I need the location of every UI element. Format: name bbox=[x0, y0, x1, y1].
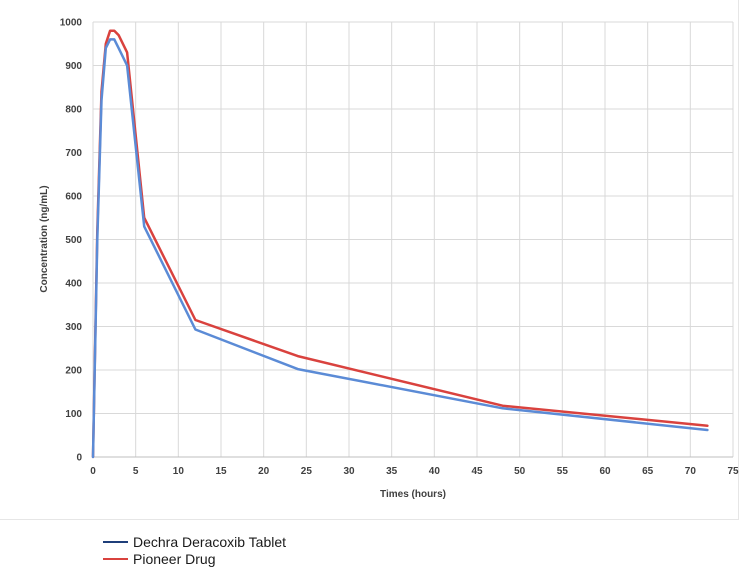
x-tick-label: 0 bbox=[90, 466, 96, 477]
y-tick-label: 0 bbox=[76, 453, 82, 464]
y-tick-label: 700 bbox=[65, 148, 82, 159]
x-tick-label: 55 bbox=[557, 466, 569, 477]
grid bbox=[92, 21, 734, 458]
x-tick-label: 35 bbox=[386, 466, 398, 477]
x-tick-label: 30 bbox=[343, 466, 355, 477]
legend-label-pioneer: Pioneer Drug bbox=[133, 550, 216, 567]
y-tick-label: 300 bbox=[65, 322, 82, 333]
y-tick-label: 1000 bbox=[60, 18, 83, 29]
y-tick-label: 100 bbox=[65, 409, 82, 420]
x-tick-label: 60 bbox=[599, 466, 611, 477]
x-tick-label: 50 bbox=[514, 466, 526, 477]
legend-swatch-dechra bbox=[103, 540, 128, 543]
x-axis-title: Times (hours) bbox=[380, 489, 446, 500]
legend-item-dechra: Dechra Deracoxib Tablet bbox=[103, 533, 286, 550]
legend-item-pioneer: Pioneer Drug bbox=[103, 550, 286, 567]
x-tick-label: 75 bbox=[727, 466, 739, 477]
x-tick-label: 20 bbox=[258, 466, 270, 477]
y-tick-label: 900 bbox=[65, 61, 82, 72]
line-chart: 0 100 200 300 400 500 600 700 800 900 1000 0 5 10 15 20… bbox=[39, 18, 739, 501]
axes: 0 100 200 300 400 500 600 700 800 900 1000 0 5 10 15 20… bbox=[60, 18, 739, 478]
x-tick-label: 45 bbox=[471, 466, 483, 477]
y-tick-label: 800 bbox=[65, 105, 82, 116]
series-line-dechra bbox=[91, 38, 709, 459]
x-tick-label: 5 bbox=[133, 466, 139, 477]
series-line-pioneer bbox=[91, 29, 709, 459]
series-lines bbox=[91, 29, 709, 459]
x-tick-label: 70 bbox=[685, 466, 697, 477]
y-tick-label: 400 bbox=[65, 279, 82, 290]
x-tick-label: 15 bbox=[215, 466, 227, 477]
chart-area: 0 100 200 300 400 500 600 700 800 900 1000 0 5 10 15 20… bbox=[0, 0, 739, 520]
y-axis-title: Concentration (ng/mL) bbox=[39, 185, 50, 292]
legend-swatch-pioneer bbox=[103, 557, 128, 560]
y-tick-label: 600 bbox=[65, 192, 82, 203]
legend: Dechra Deracoxib Tablet Pioneer Drug bbox=[103, 533, 286, 567]
x-tick-label: 65 bbox=[642, 466, 654, 477]
y-tick-label: 500 bbox=[65, 235, 82, 246]
x-tick-label: 40 bbox=[429, 466, 441, 477]
x-tick-label: 25 bbox=[301, 466, 313, 477]
legend-label-dechra: Dechra Deracoxib Tablet bbox=[133, 533, 287, 550]
y-tick-label: 200 bbox=[65, 366, 82, 377]
x-tick-label: 10 bbox=[173, 466, 185, 477]
